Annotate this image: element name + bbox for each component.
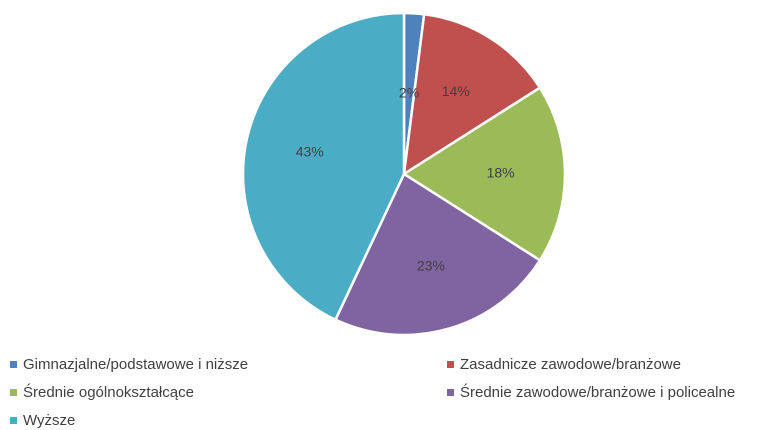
legend-swatch	[447, 388, 454, 396]
pie-label-1: 2%	[399, 84, 419, 100]
pie-slice-3	[402, 86, 567, 262]
legend-swatch	[10, 416, 17, 424]
pie-label-2: 14%	[442, 83, 470, 99]
legend-item-srednie-zawodowe: Średnie zawodowe/branżowe i policealne	[447, 382, 735, 402]
legend-label: Gimnazjalne/podstawowe i niższe	[23, 355, 249, 373]
pie-label-4: 23%	[417, 257, 445, 273]
legend-item-srednie-ogolne: Średnie ogólnokształcące	[10, 382, 194, 402]
legend-label: Wyższe	[23, 411, 76, 429]
pie-chart: 2% 14% 18% 23% 43%	[241, 11, 567, 337]
pie-labels: 2% 14% 18% 23% 43%	[296, 83, 515, 273]
legend-label: Średnie zawodowe/branżowe i policealne	[460, 383, 736, 401]
legend-swatch	[10, 360, 17, 368]
legend-label: Średnie ogólnokształcące	[23, 383, 194, 401]
legend-swatch	[447, 360, 454, 368]
legend-label: Zasadnicze zawodowe/branżowe	[460, 355, 681, 373]
legend-item-wyzsze: Wyższe	[10, 410, 75, 430]
pie-label-5: 43%	[296, 144, 324, 160]
pie-slice-4	[334, 172, 542, 337]
legend-item-gimnazjalne: Gimnazjalne/podstawowe i niższe	[10, 354, 248, 374]
pie-label-3: 18%	[487, 165, 515, 181]
legend-item-zasadnicze: Zasadnicze zawodowe/branżowe	[447, 354, 681, 374]
pie-slice-2	[402, 13, 542, 176]
pie-slices	[241, 11, 567, 337]
legend-swatch	[10, 388, 17, 396]
pie-slice-5	[241, 11, 406, 321]
